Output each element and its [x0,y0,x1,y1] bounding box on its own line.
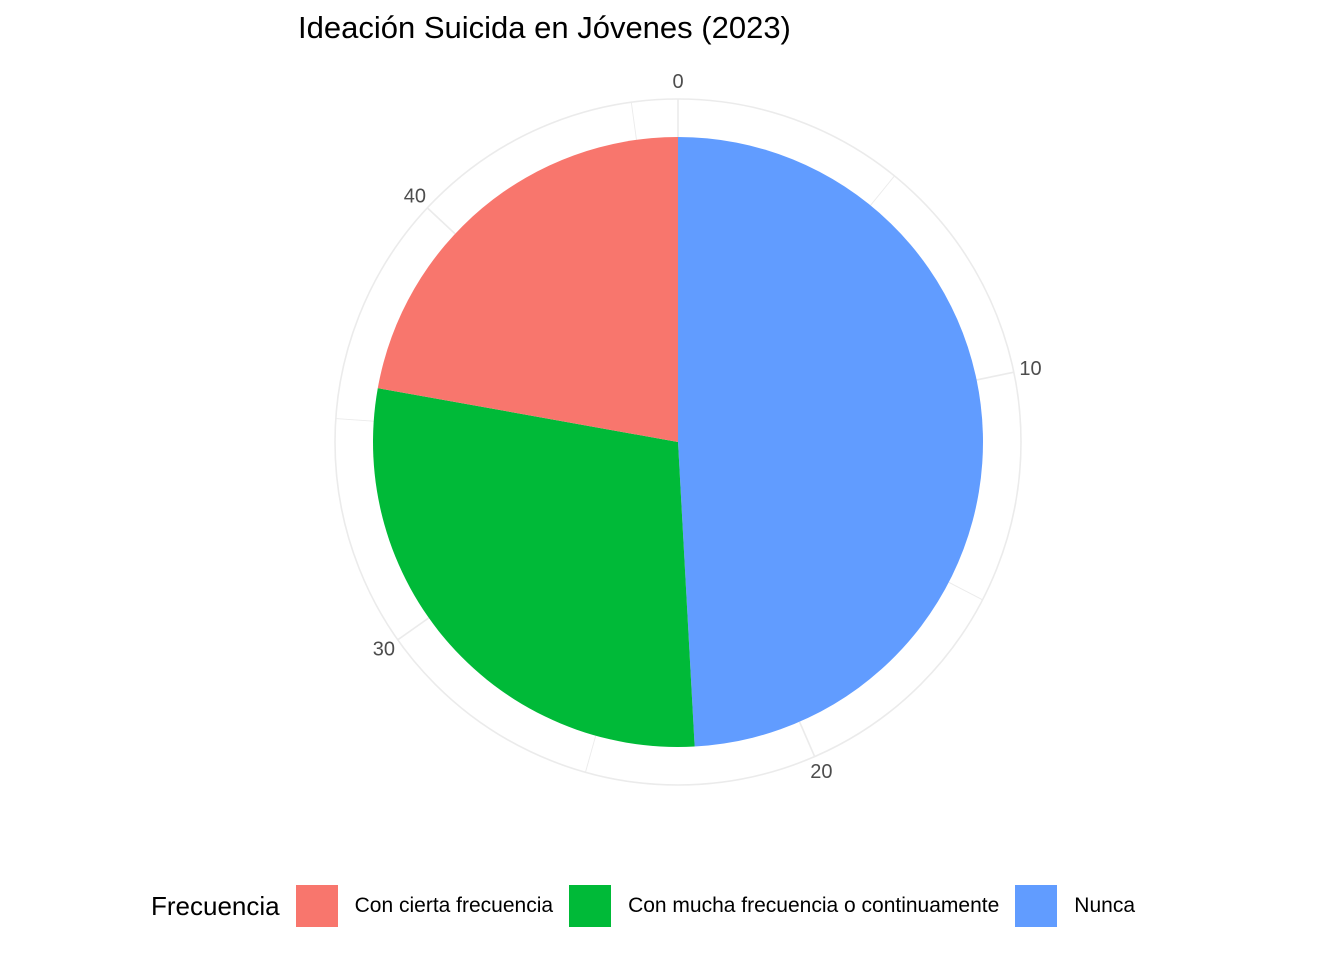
pie-slice-nunca [678,137,983,747]
legend-item-con-cierta-frecuencia: Con cierta frecuencia [295,885,554,927]
pie-slices [372,137,983,747]
legend-key [295,885,338,927]
grid-spoke [397,617,430,641]
legend-title: Frecuencia [151,890,280,921]
grid-spoke [335,418,374,422]
tick-label-30: 30 [373,639,395,661]
grid-spoke [870,175,895,206]
grid-spoke [585,735,597,773]
legend-label: Con cierta frecuencia [354,894,554,917]
grid-spoke [948,581,983,601]
legend: Frecuencia Con cierta frecuencia Con muc… [151,884,1151,928]
polar-grid [334,98,1022,786]
pie-slice-con-cierta-frecuencia [377,137,678,442]
tick-label-10: 10 [1019,358,1041,380]
legend-item-nunca: Nunca [1015,885,1135,927]
legend-label: Con mucha frecuencia o continuamente [628,894,1000,917]
chart-title: Ideación Suicida en Jóvenes (2023) [298,10,791,45]
pie-slice-con-mucha-frecuencia-o-continuamente [372,388,695,747]
legend-label: Nunca [1074,894,1135,917]
legend-key [1015,885,1058,927]
grid-spoke [976,371,1014,381]
tick-label-20: 20 [810,761,832,783]
angular-tick-labels: 0 10 20 30 40 [373,71,1042,783]
legend-key [569,885,612,927]
grid-spoke [630,102,637,140]
grid-spoke [426,207,456,235]
tick-label-0: 0 [672,71,683,93]
legend-item-con-mucha-frecuencia: Con mucha frecuencia o continuamente [569,885,999,927]
grid-spoke [798,721,816,757]
tick-label-40: 40 [404,185,426,207]
